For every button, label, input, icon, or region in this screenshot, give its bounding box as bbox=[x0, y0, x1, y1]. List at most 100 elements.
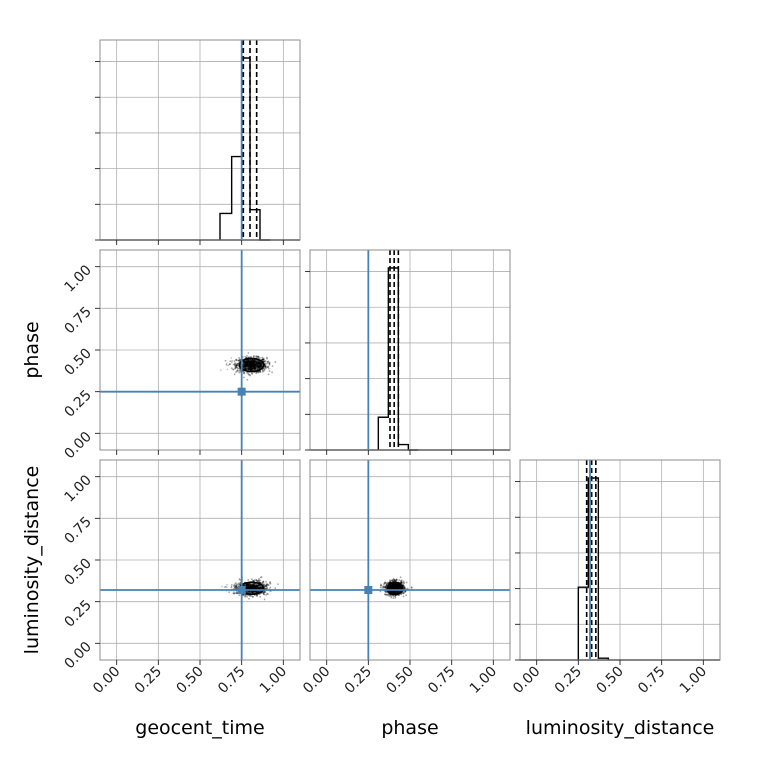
sample-point bbox=[261, 369, 264, 372]
sample-point bbox=[232, 368, 234, 371]
sample-point bbox=[257, 363, 259, 366]
sample-point bbox=[256, 365, 258, 368]
sample-point bbox=[254, 364, 257, 366]
sample-point bbox=[247, 372, 250, 375]
sample-point bbox=[263, 369, 265, 372]
sample-point bbox=[266, 583, 269, 585]
sample-point bbox=[249, 585, 252, 587]
sample-point bbox=[245, 367, 248, 370]
sample-point bbox=[244, 355, 247, 358]
sample-point bbox=[235, 584, 238, 587]
sample-point bbox=[252, 590, 255, 593]
sample-point bbox=[225, 363, 228, 366]
sample-point bbox=[256, 361, 259, 364]
sample-point bbox=[253, 586, 256, 588]
sample-point bbox=[256, 586, 259, 588]
sample-point bbox=[245, 584, 248, 587]
sample-point bbox=[248, 361, 251, 364]
sample-point bbox=[253, 365, 256, 367]
sample-point bbox=[246, 364, 249, 367]
sample-point bbox=[244, 362, 247, 364]
sample-point bbox=[252, 584, 255, 586]
sample-point bbox=[250, 362, 253, 365]
sample-point bbox=[400, 593, 403, 596]
sample-point bbox=[258, 370, 261, 373]
sample-point bbox=[248, 583, 251, 585]
sample-point bbox=[246, 364, 249, 366]
sample-point bbox=[252, 365, 255, 368]
sample-point bbox=[249, 361, 252, 364]
sample-point bbox=[248, 585, 251, 588]
sample-point bbox=[251, 362, 253, 365]
sample-point bbox=[250, 367, 253, 370]
sample-point bbox=[245, 368, 248, 371]
sample-point bbox=[248, 365, 250, 367]
sample-point bbox=[245, 362, 248, 365]
sample-point bbox=[259, 587, 262, 590]
sample-point bbox=[263, 591, 266, 594]
sample-point bbox=[250, 368, 252, 371]
sample-point bbox=[258, 580, 261, 582]
sample-point bbox=[395, 586, 398, 589]
sample-point bbox=[255, 361, 257, 364]
sample-point bbox=[251, 585, 254, 588]
sample-point bbox=[249, 363, 252, 366]
sample-point bbox=[238, 582, 240, 585]
sample-point bbox=[253, 585, 255, 588]
sample-point bbox=[259, 371, 262, 373]
sample-point bbox=[389, 586, 392, 589]
sample-point bbox=[253, 368, 256, 371]
sample-point bbox=[255, 584, 258, 587]
sample-point bbox=[259, 370, 262, 373]
sample-point bbox=[243, 361, 245, 364]
sample-point bbox=[255, 361, 258, 364]
samples-phase_vs_geocent_time bbox=[220, 352, 277, 381]
sample-point bbox=[254, 366, 257, 368]
sample-point bbox=[255, 366, 258, 369]
sample-point bbox=[399, 579, 402, 582]
sample-point bbox=[251, 368, 253, 371]
y-ticks-phase_vs_geocent_time: 0.00 0.25 0.50 0.75 1.00 bbox=[61, 262, 100, 462]
sample-point bbox=[249, 363, 252, 365]
sample-point bbox=[251, 590, 254, 593]
sample-point bbox=[252, 363, 255, 365]
sample-point bbox=[249, 361, 252, 364]
sample-point bbox=[253, 579, 256, 581]
sample-point bbox=[399, 586, 401, 588]
sample-point bbox=[251, 585, 254, 588]
sample-point bbox=[262, 580, 264, 583]
sample-point bbox=[257, 361, 260, 364]
sample-point bbox=[242, 363, 245, 366]
sample-point bbox=[243, 360, 246, 363]
sample-point bbox=[385, 586, 388, 589]
sample-point bbox=[234, 367, 237, 369]
sample-point bbox=[384, 580, 386, 583]
sample-point bbox=[236, 586, 238, 589]
sample-point bbox=[249, 360, 252, 363]
sample-point bbox=[255, 355, 258, 358]
sample-point bbox=[252, 363, 255, 366]
sample-point bbox=[258, 361, 260, 364]
sample-point bbox=[256, 359, 258, 362]
sample-point bbox=[244, 368, 247, 371]
sample-point bbox=[246, 583, 248, 586]
sample-point bbox=[245, 583, 248, 586]
sample-point bbox=[393, 584, 396, 587]
sample-point bbox=[249, 587, 251, 590]
sample-point bbox=[245, 364, 248, 367]
sample-point bbox=[235, 366, 238, 369]
sample-point bbox=[252, 585, 255, 588]
sample-point bbox=[253, 361, 255, 363]
sample-point bbox=[253, 587, 256, 590]
sample-point bbox=[252, 583, 255, 585]
sample-point bbox=[243, 371, 245, 374]
sample-point bbox=[251, 585, 254, 588]
sample-point bbox=[396, 586, 399, 589]
sample-point bbox=[253, 366, 255, 369]
sample-point bbox=[256, 590, 259, 593]
sample-point bbox=[242, 360, 245, 363]
sample-point bbox=[243, 364, 246, 367]
sample-point bbox=[249, 583, 252, 586]
sample-point bbox=[252, 584, 254, 587]
sample-point bbox=[244, 365, 247, 368]
